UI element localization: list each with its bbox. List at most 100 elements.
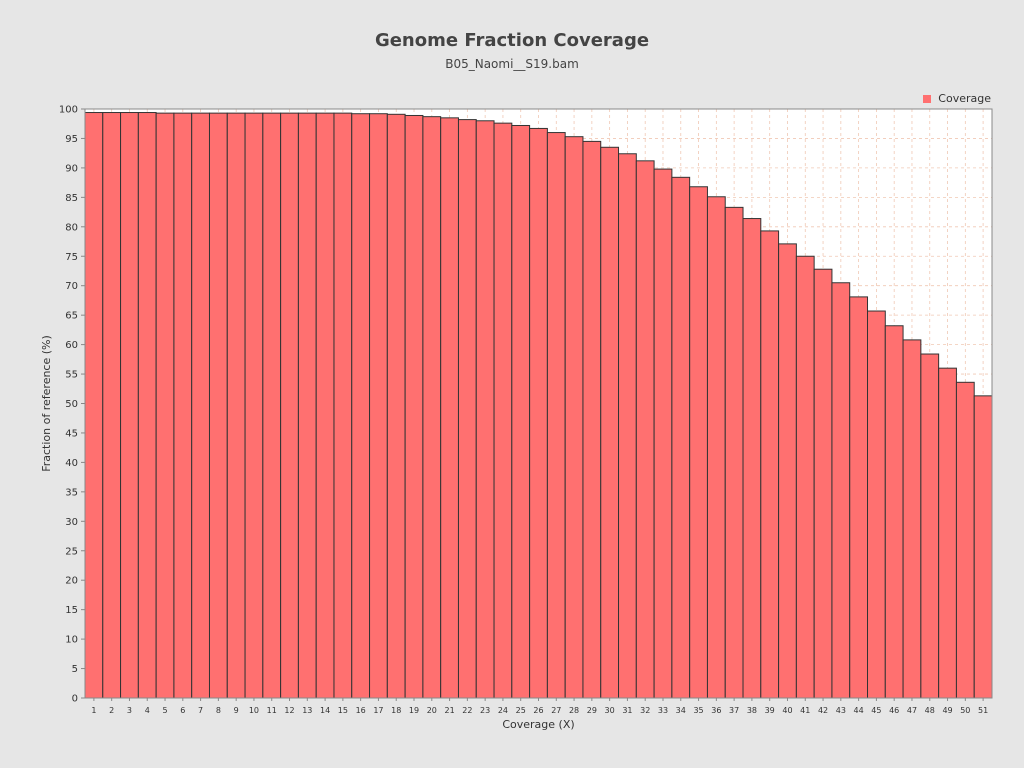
- x-tick-label: 40: [782, 706, 792, 715]
- bar: [529, 127, 548, 699]
- bar: [315, 112, 335, 699]
- x-tick-label: 39: [765, 706, 775, 715]
- x-tick-label: 30: [605, 706, 615, 715]
- y-tick-label: 50: [65, 399, 78, 410]
- x-tick-label: 46: [889, 706, 899, 715]
- bar: [297, 112, 317, 699]
- x-tick-label: 49: [942, 706, 952, 715]
- x-tick-label: 21: [444, 706, 454, 715]
- x-tick-label: 23: [480, 706, 490, 715]
- x-tick-label: 43: [836, 706, 846, 715]
- x-tick-label: 20: [427, 706, 437, 715]
- x-tick-label: 11: [267, 706, 277, 715]
- x-tick-label: 31: [622, 706, 632, 715]
- y-tick-label: 35: [65, 487, 78, 498]
- bar: [511, 124, 531, 699]
- y-tick-label: 15: [65, 605, 78, 616]
- y-tick-label: 90: [65, 163, 78, 174]
- x-tick-label: 7: [198, 706, 203, 715]
- x-axis: 1 2 3 4 5 6 7 8 9 10 11 12 13 14 15 16 17 18 19 20 21 22 23 24 2…: [91, 698, 988, 715]
- bar: [84, 112, 104, 699]
- x-tick-label: 22: [462, 706, 472, 715]
- bar: [120, 112, 139, 699]
- x-tick-label: 25: [516, 706, 526, 715]
- x-tick-label: 4: [145, 706, 150, 715]
- legend: Coverage: [923, 92, 991, 105]
- x-tick-label: 13: [302, 706, 312, 715]
- x-axis-title: Coverage (X): [502, 718, 574, 731]
- bar: [760, 230, 780, 699]
- bar: [546, 132, 566, 699]
- x-tick-label: 1: [91, 706, 96, 715]
- x-tick-label: 32: [640, 706, 650, 715]
- bar: [742, 218, 762, 699]
- y-tick-label: 85: [65, 193, 78, 204]
- x-tick-label: 8: [216, 706, 221, 715]
- y-tick-label: 70: [65, 281, 78, 292]
- x-tick-label: 42: [818, 706, 828, 715]
- y-tick-label: 20: [65, 576, 78, 587]
- bars: [84, 112, 993, 699]
- bar: [262, 112, 282, 699]
- bar: [173, 112, 193, 699]
- y-tick-label: 25: [65, 546, 78, 557]
- x-tick-label: 5: [162, 706, 167, 715]
- y-tick-label: 55: [65, 370, 78, 381]
- x-tick-label: 27: [551, 706, 561, 715]
- x-tick-label: 36: [711, 706, 721, 715]
- x-tick-label: 44: [854, 706, 864, 715]
- bar: [724, 206, 744, 699]
- bar: [973, 395, 993, 699]
- x-tick-label: 45: [871, 706, 881, 715]
- y-tick-label: 80: [65, 222, 78, 233]
- bar: [155, 112, 175, 699]
- legend-swatch: [923, 94, 932, 103]
- x-tick-label: 34: [676, 706, 686, 715]
- bar: [208, 112, 228, 699]
- bar: [404, 114, 424, 699]
- bar: [191, 112, 210, 699]
- bar: [938, 367, 957, 699]
- bar: [244, 112, 264, 699]
- x-tick-label: 33: [658, 706, 668, 715]
- chart-subtitle: B05_Naomi__S19.bam: [445, 57, 579, 71]
- x-tick-label: 14: [320, 706, 330, 715]
- x-tick-label: 26: [533, 706, 543, 715]
- bar: [902, 339, 922, 699]
- x-tick-label: 38: [747, 706, 757, 715]
- x-tick-label: 47: [907, 706, 917, 715]
- x-tick-label: 10: [249, 706, 259, 715]
- y-tick-label: 10: [65, 635, 78, 646]
- x-tick-label: 15: [338, 706, 348, 715]
- x-tick-label: 51: [978, 706, 988, 715]
- y-tick-label: 60: [65, 340, 78, 351]
- bar: [813, 268, 833, 699]
- x-tick-label: 9: [234, 706, 239, 715]
- bar: [884, 325, 904, 699]
- bar: [475, 120, 495, 699]
- bar: [422, 116, 442, 699]
- x-tick-label: 6: [180, 706, 185, 715]
- x-tick-label: 18: [391, 706, 401, 715]
- y-axis: 0 5 10 15 20 25 30 35 40 45 50 55 60 65 70 75 80 85 90 95 10…: [59, 105, 85, 705]
- bar: [849, 296, 869, 699]
- bar: [582, 140, 602, 699]
- bar: [493, 122, 513, 699]
- bar: [457, 119, 477, 699]
- x-tick-label: 29: [587, 706, 597, 715]
- bar: [635, 160, 655, 699]
- bar: [706, 196, 726, 699]
- x-tick-label: 3: [127, 706, 132, 715]
- y-tick-label: 40: [65, 458, 78, 469]
- bar: [689, 186, 708, 699]
- chart-title: Genome Fraction Coverage: [374, 30, 650, 51]
- bar: [671, 176, 691, 699]
- x-tick-label: 17: [373, 706, 383, 715]
- x-tick-label: 50: [960, 706, 970, 715]
- bar: [600, 146, 620, 699]
- x-tick-label: 35: [693, 706, 703, 715]
- bar: [440, 117, 459, 699]
- bar: [795, 255, 815, 699]
- y-tick-label: 45: [65, 428, 78, 439]
